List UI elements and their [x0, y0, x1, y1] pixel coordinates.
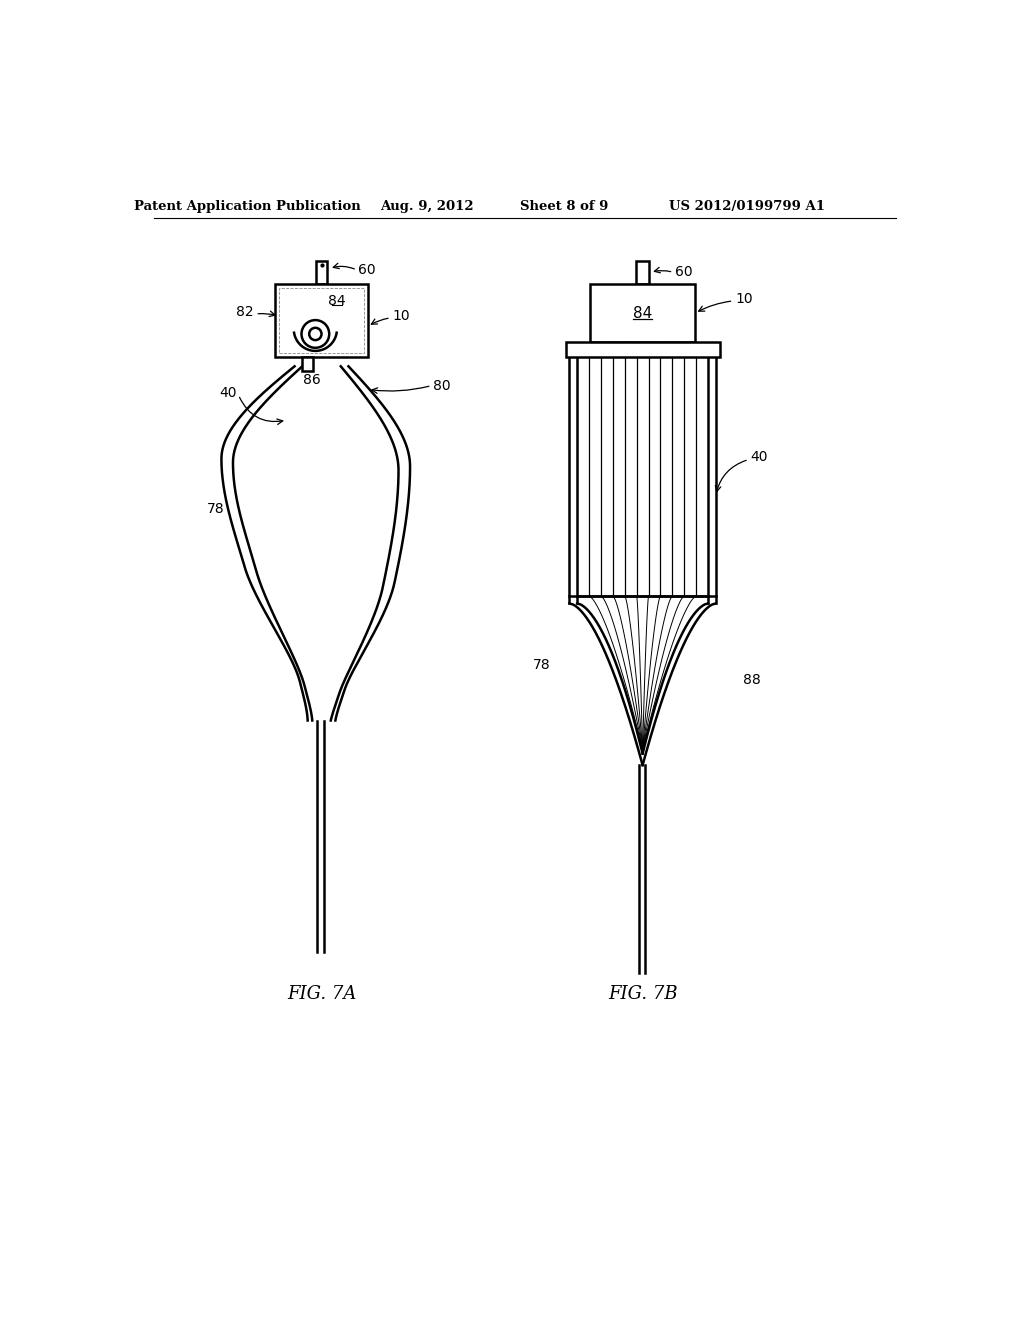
Text: 40: 40	[219, 387, 237, 400]
Text: US 2012/0199799 A1: US 2012/0199799 A1	[669, 199, 824, 213]
Text: 78: 78	[207, 502, 224, 516]
Text: 10: 10	[735, 292, 753, 306]
Bar	[275, 284, 368, 358]
Text: Sheet 8 of 9: Sheet 8 of 9	[520, 199, 608, 213]
Bar	[316, 261, 327, 284]
Bar	[302, 358, 313, 371]
Text: 84: 84	[633, 306, 652, 321]
Text: 78: 78	[532, 659, 550, 672]
Text: 82: 82	[237, 305, 254, 319]
Text: 40: 40	[751, 450, 768, 465]
Text: FIG. 7A: FIG. 7A	[287, 985, 356, 1003]
Text: 80: 80	[433, 379, 451, 392]
Text: Patent Application Publication: Patent Application Publication	[134, 199, 361, 213]
Text: 84: 84	[328, 294, 346, 308]
Circle shape	[309, 327, 322, 341]
Text: Aug. 9, 2012: Aug. 9, 2012	[380, 199, 474, 213]
Text: 60: 60	[358, 263, 376, 277]
Text: 86: 86	[303, 374, 322, 387]
Text: FIG. 7B: FIG. 7B	[608, 985, 678, 1003]
Text: 88: 88	[742, 673, 761, 688]
Text: 60: 60	[675, 265, 692, 280]
Circle shape	[301, 321, 330, 348]
Bar	[590, 284, 695, 342]
Bar	[565, 342, 720, 358]
Bar	[637, 261, 649, 284]
Bar	[280, 288, 364, 354]
Text: 10: 10	[392, 309, 410, 323]
